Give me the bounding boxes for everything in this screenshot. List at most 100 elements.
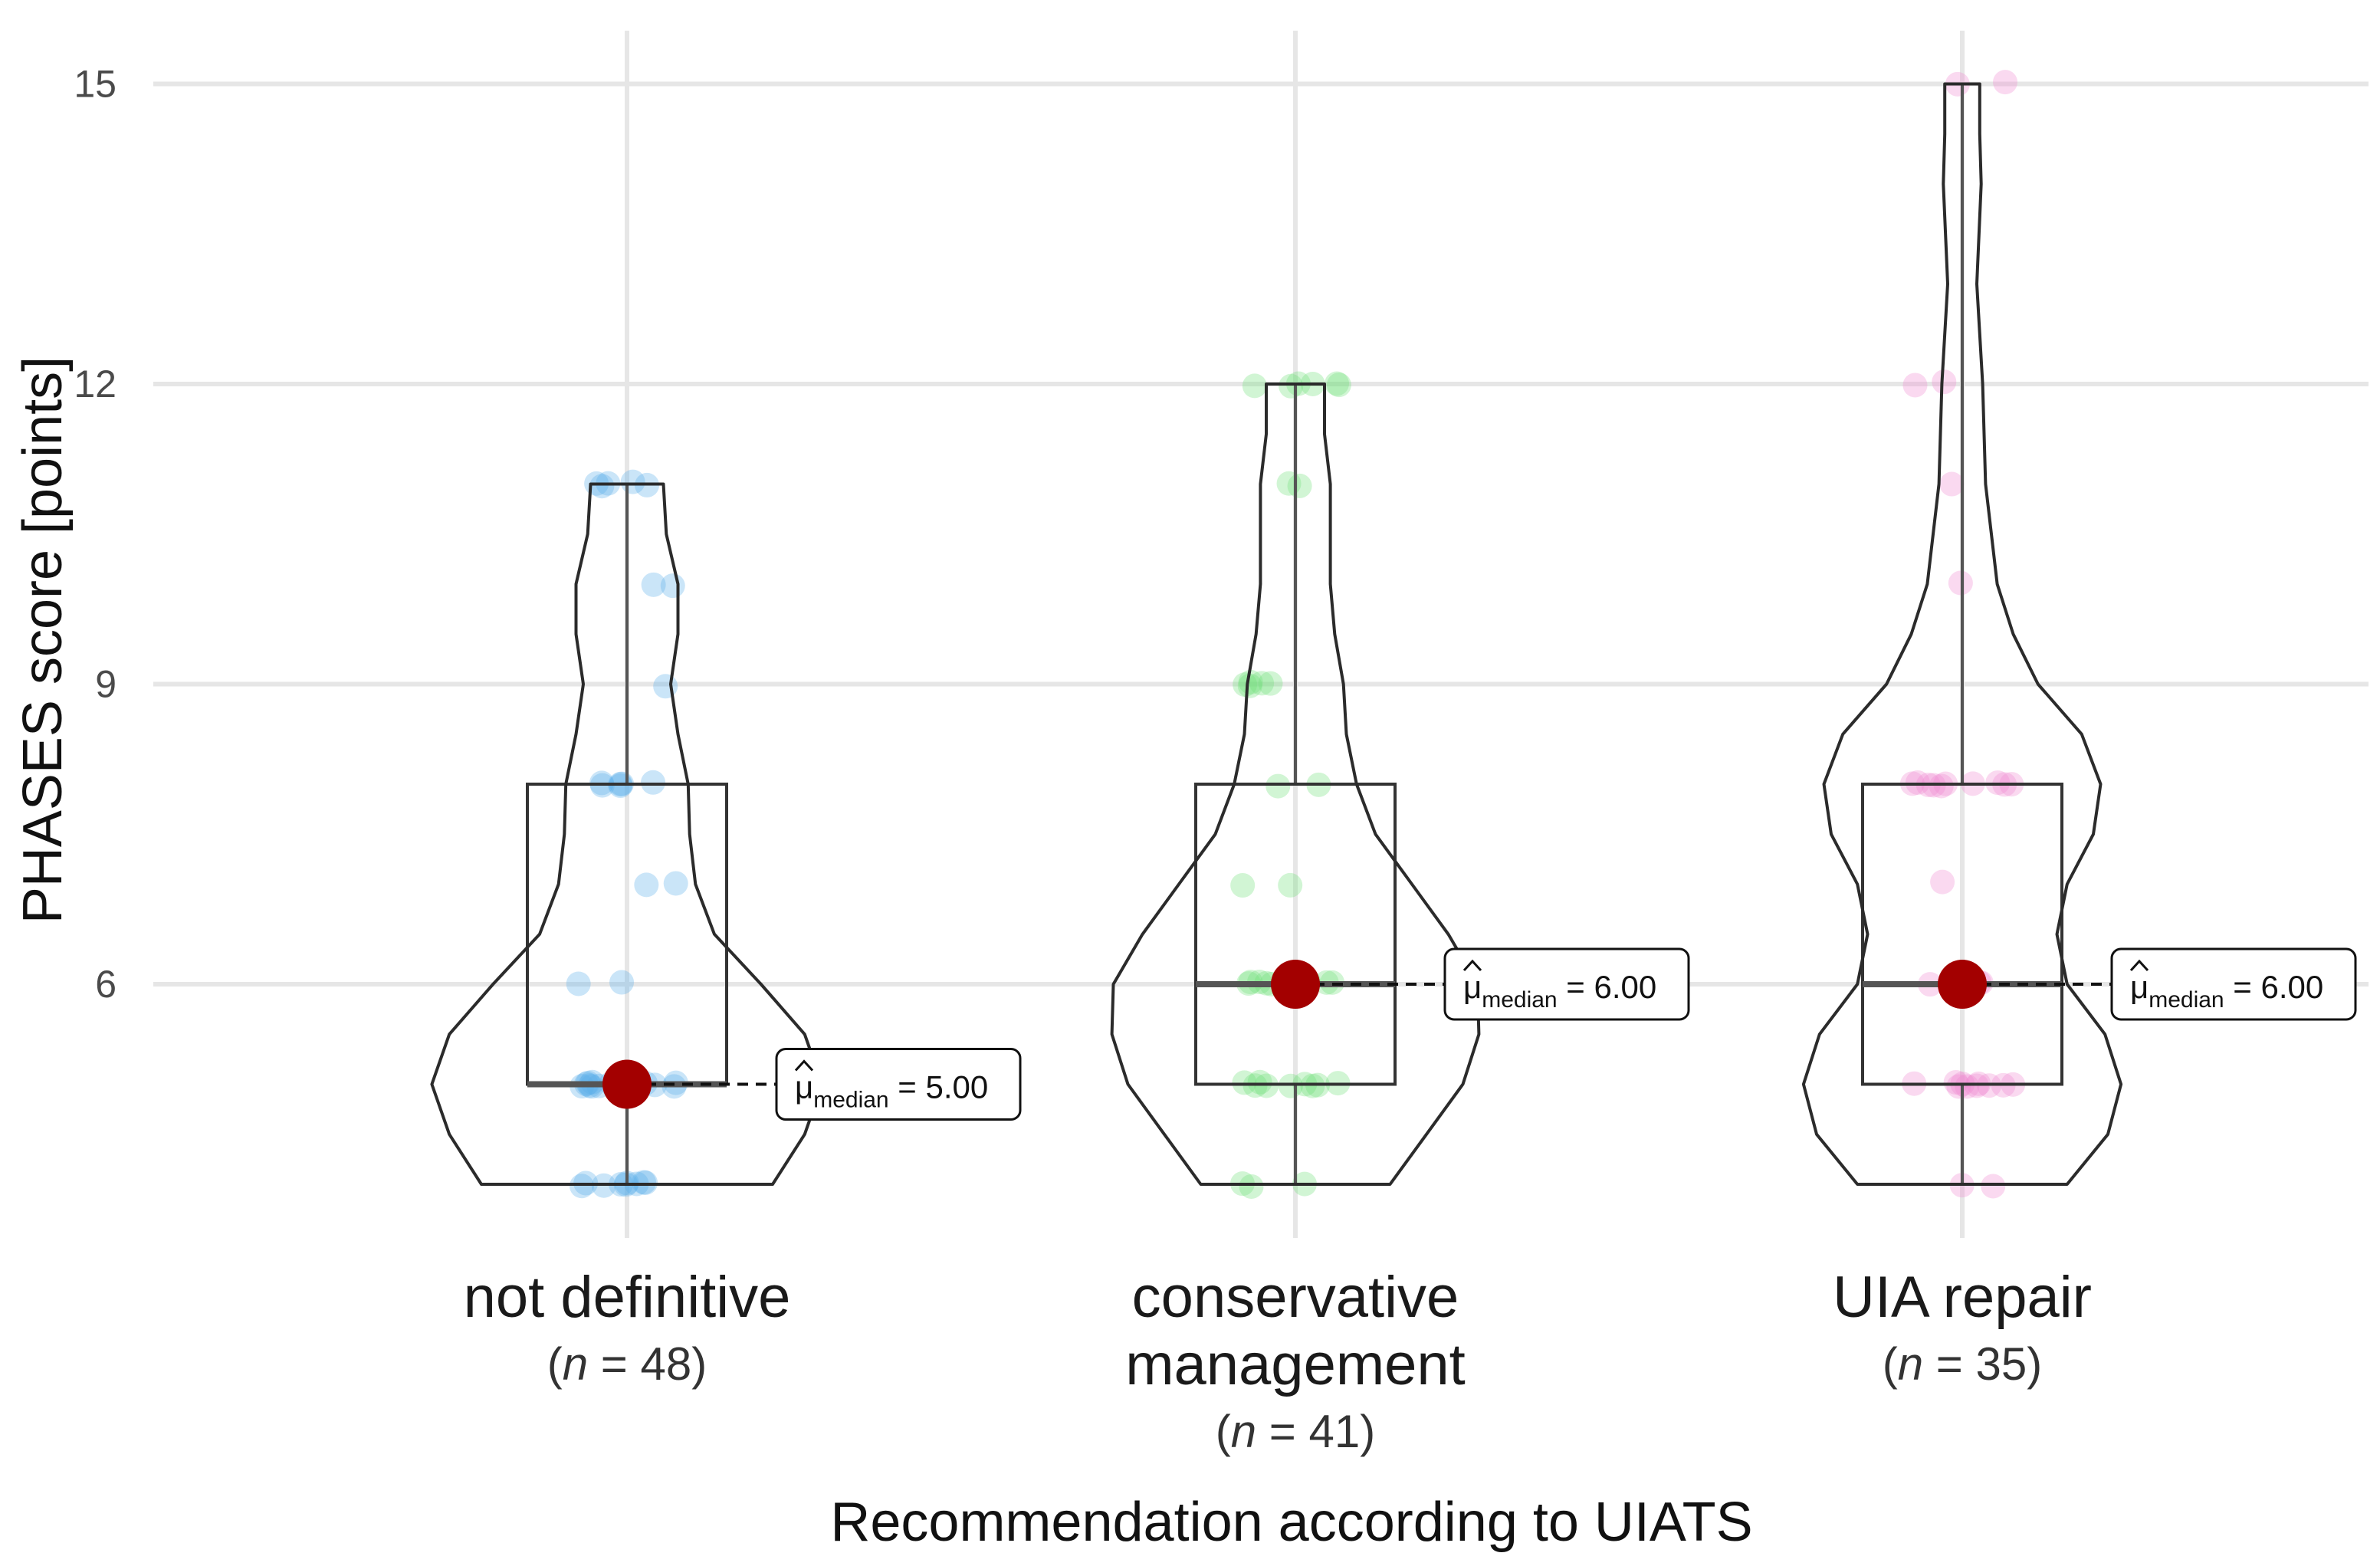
n-open: ( xyxy=(1216,1406,1231,1457)
data-point xyxy=(1948,570,1973,596)
data-point xyxy=(653,674,678,699)
group-UIA-repair: μmedian = 6.00 UIA repair (n = 35) xyxy=(1801,70,2357,1390)
n-close: ) xyxy=(691,1338,707,1390)
median-annotation-text: μmedian = 5.00 xyxy=(795,1069,988,1113)
data-point xyxy=(1932,369,1957,395)
n-eq: = xyxy=(588,1338,640,1390)
data-point xyxy=(1237,673,1262,698)
category-label: not definitive xyxy=(464,1265,791,1330)
n-eq: = xyxy=(1923,1338,1975,1390)
n-label: (n = 41) xyxy=(1216,1406,1375,1457)
data-point xyxy=(1929,773,1954,799)
data-point xyxy=(1939,471,1965,497)
data-point xyxy=(1300,1073,1325,1098)
data-point xyxy=(609,970,635,995)
data-point xyxy=(641,770,666,795)
median-annotation-box xyxy=(2110,947,2357,1021)
median-annotation-box xyxy=(1443,947,1690,1021)
grid-lines xyxy=(153,31,2369,1238)
data-point xyxy=(634,872,659,898)
group-not-definitive: μmedian = 5.00 not definitive (n = 48) xyxy=(430,469,1022,1390)
annotation-value: 5.00 xyxy=(925,1069,988,1105)
hat-icon xyxy=(2129,959,2149,972)
data-point xyxy=(1247,1069,1272,1095)
median-annotation-text: μmedian = 6.00 xyxy=(2130,969,2323,1013)
data-point xyxy=(1902,373,1928,398)
data-point xyxy=(1249,671,1275,696)
violin xyxy=(1110,382,1481,1186)
n-symbol: n xyxy=(1231,1406,1256,1457)
hat-icon xyxy=(1462,959,1482,972)
n-label: (n = 48) xyxy=(547,1338,707,1390)
y-tick-label: 6 xyxy=(95,963,117,1006)
n-close: ) xyxy=(2027,1338,2042,1390)
n-symbol: n xyxy=(1898,1338,1923,1390)
n-open: ( xyxy=(1883,1338,1898,1390)
n-eq: = xyxy=(1256,1406,1308,1457)
data-point xyxy=(632,1170,657,1195)
y-tick-label: 15 xyxy=(74,63,117,106)
data-point xyxy=(1242,373,1267,399)
data-point xyxy=(1266,773,1291,799)
n-close: ) xyxy=(1360,1406,1375,1457)
mu-symbol: μ xyxy=(1463,969,1482,1005)
n-symbol: n xyxy=(563,1338,588,1390)
data-point xyxy=(569,1174,594,1199)
data-point xyxy=(1905,770,1930,795)
median-point xyxy=(1271,960,1320,1009)
n-value: 41 xyxy=(1309,1406,1361,1457)
data-point xyxy=(1930,869,1955,895)
data-point xyxy=(1325,371,1350,396)
violin xyxy=(1801,82,2123,1186)
annotation-equals: = xyxy=(2224,969,2261,1005)
median-annotation-box xyxy=(775,1048,1022,1121)
annotation-value: 6.00 xyxy=(1594,969,1656,1005)
data-point xyxy=(1993,70,2018,95)
data-point xyxy=(663,871,688,896)
x-axis-title: Recommendation according to UIATS xyxy=(830,1492,1752,1553)
data-point xyxy=(1326,373,1351,398)
y-tick-label: 12 xyxy=(74,363,117,405)
annotation-equals: = xyxy=(889,1069,926,1105)
annotation-value: 6.00 xyxy=(2260,969,2323,1005)
mu-symbol: μ xyxy=(2130,969,2149,1005)
n-open: ( xyxy=(547,1338,563,1390)
data-point xyxy=(1258,671,1283,696)
box xyxy=(1861,783,2063,1086)
data-point xyxy=(1946,1074,1971,1099)
n-value: 35 xyxy=(1976,1338,2027,1390)
n-value: 48 xyxy=(641,1338,692,1390)
y-axis-ticks: 6 9 12 15 xyxy=(74,63,117,1006)
y-tick-label: 9 xyxy=(95,663,117,706)
data-point xyxy=(1230,873,1256,898)
annotation-equals: = xyxy=(1558,969,1594,1005)
data-point xyxy=(641,572,666,597)
data-point xyxy=(1279,373,1304,399)
box xyxy=(1194,783,1397,1086)
data-point xyxy=(633,1170,658,1195)
data-point xyxy=(1233,672,1258,698)
mu-subscript: median xyxy=(1482,987,1557,1013)
data-point xyxy=(589,474,615,499)
data-point xyxy=(1981,1174,2006,1199)
data-point xyxy=(566,971,591,996)
mu-subscript: median xyxy=(2149,987,2224,1013)
data-point xyxy=(1239,1174,1264,1199)
mu-symbol: μ xyxy=(795,1069,813,1105)
category-label: UIA repair xyxy=(1833,1265,2092,1330)
data-point xyxy=(1287,473,1312,498)
y-axis-title: PHASES score [points] xyxy=(12,356,74,924)
category-label: management xyxy=(1125,1332,1466,1397)
hat-icon xyxy=(794,1059,814,1072)
data-point xyxy=(1232,1070,1257,1095)
median-point xyxy=(602,1059,652,1109)
violin xyxy=(430,482,824,1186)
data-point xyxy=(1278,872,1303,898)
median-annotation-text: μmedian = 6.00 xyxy=(1463,969,1656,1013)
data-point xyxy=(1238,669,1263,694)
median-point xyxy=(1938,960,1987,1009)
n-label: (n = 35) xyxy=(1883,1338,2042,1390)
